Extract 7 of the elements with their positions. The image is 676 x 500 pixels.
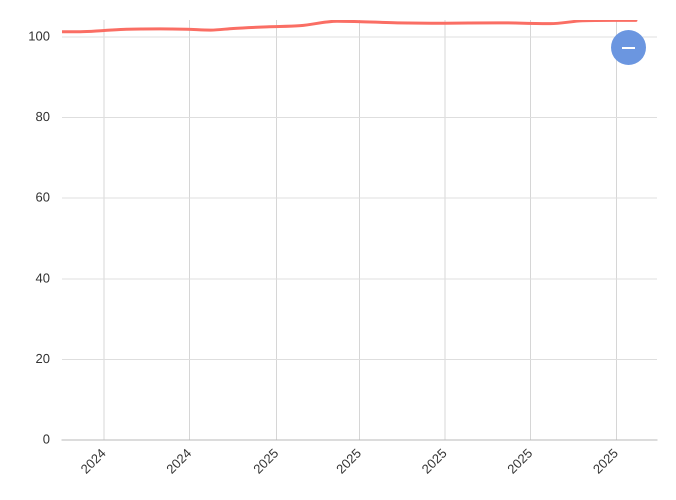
y-tick-label: 40 — [36, 270, 50, 286]
line-series — [62, 20, 638, 34]
y-tick-label: 0 — [42, 432, 50, 447]
y-tick-label: 80 — [36, 109, 50, 124]
y-tick-label: 100 — [28, 28, 50, 44]
y-tick-label: 60 — [36, 190, 50, 205]
y-tick-label: 20 — [36, 350, 50, 366]
